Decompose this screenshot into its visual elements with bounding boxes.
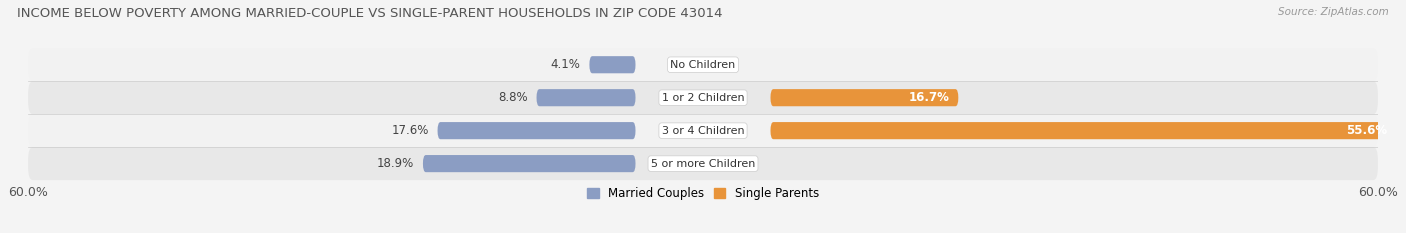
Text: 17.6%: 17.6% <box>391 124 429 137</box>
Text: 55.6%: 55.6% <box>1346 124 1386 137</box>
Text: 4.1%: 4.1% <box>551 58 581 71</box>
FancyBboxPatch shape <box>28 81 1378 114</box>
FancyBboxPatch shape <box>770 89 959 106</box>
Text: INCOME BELOW POVERTY AMONG MARRIED-COUPLE VS SINGLE-PARENT HOUSEHOLDS IN ZIP COD: INCOME BELOW POVERTY AMONG MARRIED-COUPL… <box>17 7 723 20</box>
Text: No Children: No Children <box>671 60 735 70</box>
Legend: Married Couples, Single Parents: Married Couples, Single Parents <box>586 187 820 200</box>
Text: 16.7%: 16.7% <box>908 91 949 104</box>
Text: 18.9%: 18.9% <box>377 157 413 170</box>
FancyBboxPatch shape <box>437 122 636 139</box>
FancyBboxPatch shape <box>423 155 636 172</box>
Text: Source: ZipAtlas.com: Source: ZipAtlas.com <box>1278 7 1389 17</box>
FancyBboxPatch shape <box>770 122 1396 139</box>
Text: 8.8%: 8.8% <box>498 91 527 104</box>
Text: 1 or 2 Children: 1 or 2 Children <box>662 93 744 103</box>
FancyBboxPatch shape <box>28 147 1378 180</box>
FancyBboxPatch shape <box>589 56 636 73</box>
Text: 3 or 4 Children: 3 or 4 Children <box>662 126 744 136</box>
FancyBboxPatch shape <box>28 114 1378 147</box>
Text: 5 or more Children: 5 or more Children <box>651 159 755 169</box>
FancyBboxPatch shape <box>28 48 1378 81</box>
FancyBboxPatch shape <box>537 89 636 106</box>
